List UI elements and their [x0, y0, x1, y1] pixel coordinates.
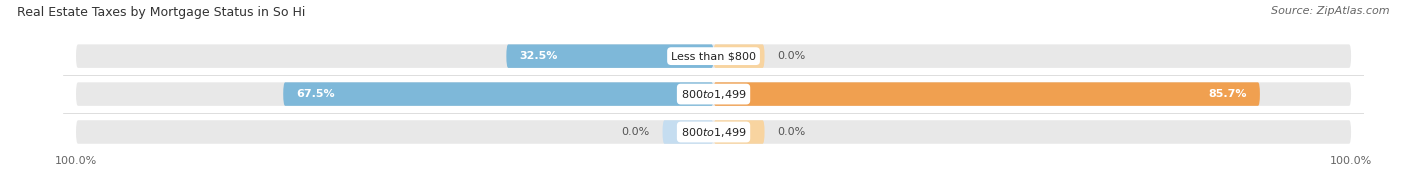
- Text: 32.5%: 32.5%: [519, 51, 557, 61]
- FancyBboxPatch shape: [76, 120, 1351, 144]
- Text: 0.0%: 0.0%: [778, 51, 806, 61]
- FancyBboxPatch shape: [713, 120, 765, 144]
- Text: 85.7%: 85.7%: [1209, 89, 1247, 99]
- Text: 67.5%: 67.5%: [297, 89, 335, 99]
- Text: Less than $800: Less than $800: [671, 51, 756, 61]
- Text: Source: ZipAtlas.com: Source: ZipAtlas.com: [1271, 6, 1389, 16]
- FancyBboxPatch shape: [713, 44, 765, 68]
- Text: $800 to $1,499: $800 to $1,499: [681, 88, 747, 101]
- FancyBboxPatch shape: [76, 82, 1351, 106]
- FancyBboxPatch shape: [506, 44, 713, 68]
- FancyBboxPatch shape: [76, 44, 1351, 68]
- FancyBboxPatch shape: [662, 120, 713, 144]
- Text: 0.0%: 0.0%: [621, 127, 650, 137]
- Legend: Without Mortgage, With Mortgage: Without Mortgage, With Mortgage: [598, 193, 830, 196]
- FancyBboxPatch shape: [283, 82, 713, 106]
- Text: $800 to $1,499: $800 to $1,499: [681, 125, 747, 139]
- Text: Real Estate Taxes by Mortgage Status in So Hi: Real Estate Taxes by Mortgage Status in …: [17, 6, 305, 19]
- FancyBboxPatch shape: [713, 82, 1260, 106]
- Text: 0.0%: 0.0%: [778, 127, 806, 137]
